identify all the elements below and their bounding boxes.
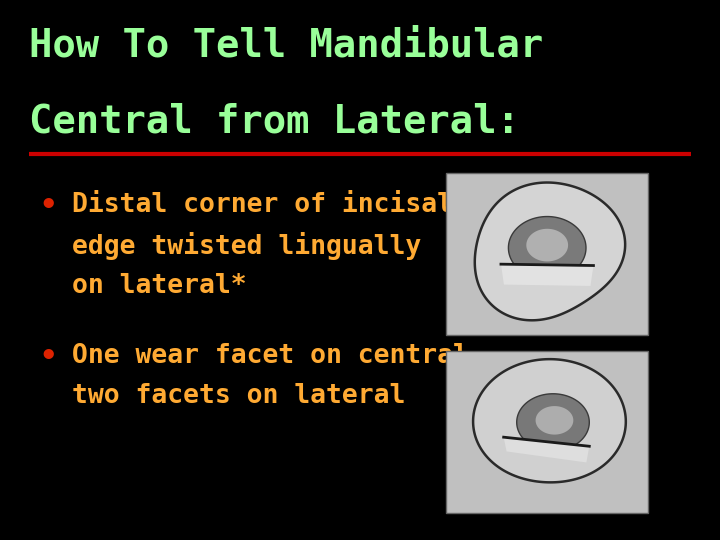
Polygon shape	[526, 229, 568, 261]
Text: Distal corner of incisal: Distal corner of incisal	[72, 192, 453, 218]
Text: on lateral*: on lateral*	[72, 273, 247, 299]
Text: •: •	[40, 192, 57, 220]
Text: two facets on lateral: two facets on lateral	[72, 383, 405, 409]
Text: One wear facet on central,: One wear facet on central,	[72, 343, 485, 369]
Polygon shape	[508, 217, 586, 279]
Polygon shape	[536, 406, 573, 435]
Text: How To Tell Mandibular: How To Tell Mandibular	[29, 27, 543, 65]
Polygon shape	[473, 359, 626, 482]
Polygon shape	[501, 264, 593, 286]
Text: Central from Lateral:: Central from Lateral:	[29, 103, 520, 140]
Text: •: •	[40, 343, 57, 371]
Text: edge twisted lingually: edge twisted lingually	[72, 232, 421, 260]
Polygon shape	[504, 437, 589, 462]
Polygon shape	[474, 183, 625, 320]
Polygon shape	[517, 394, 589, 451]
Bar	[446, 173, 648, 335]
Bar	[446, 351, 648, 513]
